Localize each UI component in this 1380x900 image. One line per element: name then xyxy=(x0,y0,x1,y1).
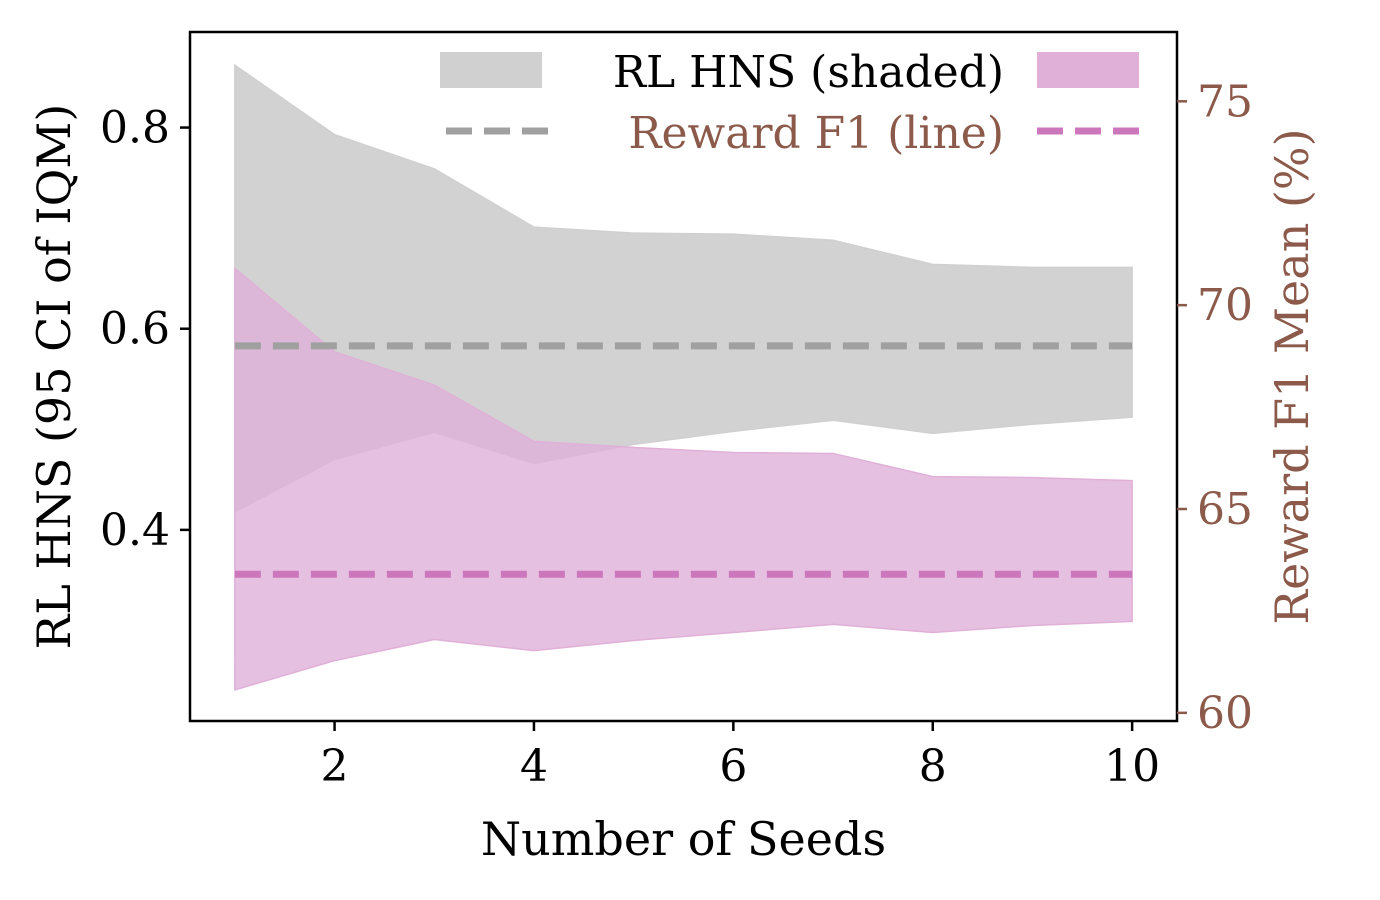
bands-layer xyxy=(234,63,1133,691)
y-ticks-left: 0.4 0.6 0.8 xyxy=(100,103,190,556)
y-axis-label-right: Reward F1 Mean (%) xyxy=(1265,128,1319,624)
legend: RL HNS (shaded) Reward F1 (line) xyxy=(440,47,1143,159)
x-ticks: 2 4 6 8 10 xyxy=(321,721,1160,792)
x-tick-label-10: 10 xyxy=(1104,741,1160,792)
legend-label-band: RL HNS (shaded) xyxy=(613,47,1004,98)
x-tick-label-2: 2 xyxy=(321,741,349,792)
lines-layer xyxy=(234,342,1133,578)
x-tick-label-4: 4 xyxy=(520,741,548,792)
x-tick-label-8: 8 xyxy=(919,741,947,792)
y-left-tick-label-0.8: 0.8 xyxy=(100,103,170,154)
y-right-tick-label-65: 65 xyxy=(1197,484,1253,535)
legend-pink-band-swatch xyxy=(1037,52,1139,88)
x-axis-label: Number of Seeds xyxy=(481,812,886,866)
y-left-tick-label-0.4: 0.4 xyxy=(100,505,170,556)
legend-label-line: Reward F1 (line) xyxy=(628,108,1004,159)
x-tick-label-6: 6 xyxy=(719,741,747,792)
y-right-tick-label-75: 75 xyxy=(1197,76,1253,127)
band-1 xyxy=(234,266,1133,691)
y-right-tick-label-70: 70 xyxy=(1197,280,1253,331)
y-axis-label-left: RL HNS (95 CI of IQM) xyxy=(27,104,81,650)
plot-frame xyxy=(188,30,1179,723)
legend-gray-band-swatch xyxy=(440,52,542,88)
y-ticks-right: 60 65 70 75 xyxy=(1177,76,1253,739)
y-right-tick-label-60: 60 xyxy=(1197,688,1253,739)
y-left-tick-label-0.6: 0.6 xyxy=(100,304,170,355)
